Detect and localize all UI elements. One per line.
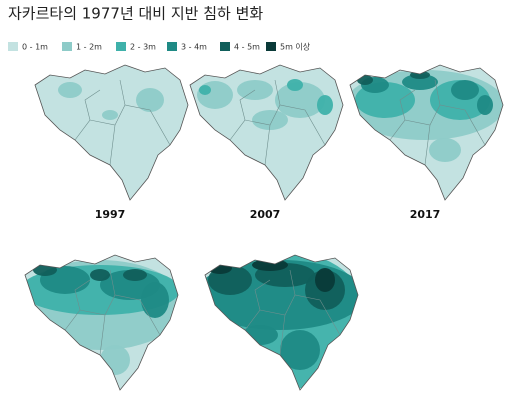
zone [315,268,335,292]
subsidence-zones [350,70,503,162]
zone [136,88,164,112]
legend-label: 2 - 3m [130,43,156,52]
legend-swatch [62,42,72,51]
zone [141,282,169,318]
zone [199,85,211,95]
zone [402,74,438,90]
legend-label: 3 - 4m [181,43,207,52]
zone [451,80,479,100]
map [349,64,504,201]
zone [242,325,278,345]
district-lines [229,79,326,166]
map [189,64,344,201]
legend-label: 1 - 2m [76,43,102,52]
legend-label: 5m 이상 [280,42,311,52]
subsidence-zones [205,255,358,390]
zone [90,269,110,281]
title: 자카르타의 1977년 대비 지반 침하 변화 [8,5,263,23]
map [204,254,359,391]
district-lines [64,269,161,356]
subsidence-zones [197,79,333,130]
legend-swatch [220,42,230,51]
district-lines [74,79,171,166]
zone [280,330,320,370]
zone [287,79,303,91]
district-lines [244,269,341,356]
zone [123,269,147,281]
district-lines [389,79,486,166]
zone [429,138,461,162]
map [34,64,189,201]
legend-swatch [8,42,18,51]
legend-swatch [266,42,276,51]
subsidence-zones [58,82,164,120]
map-year: 2007 [250,208,281,221]
legend: 0 - 1m 1 - 2m 2 - 3m 3 - 4m 4 - 5m 5m 이상 [8,42,311,52]
legend-label: 4 - 5m [234,43,260,52]
zone [357,75,373,85]
legend-swatch [167,42,177,51]
zone [58,82,82,98]
zone [275,82,325,118]
map-year: 2017 [410,208,441,221]
map-year: 1997 [95,208,126,221]
zone [317,95,333,115]
zone [477,95,493,115]
legend-swatch [116,42,126,51]
maps: 1997 2007 2017 [24,64,504,391]
zone [208,262,232,274]
zone [102,110,118,120]
map-base [35,65,188,200]
zone [252,110,288,130]
map [24,254,179,391]
subsidence-zones [25,260,178,375]
zone [197,81,233,109]
legend-label: 0 - 1m [22,43,48,52]
